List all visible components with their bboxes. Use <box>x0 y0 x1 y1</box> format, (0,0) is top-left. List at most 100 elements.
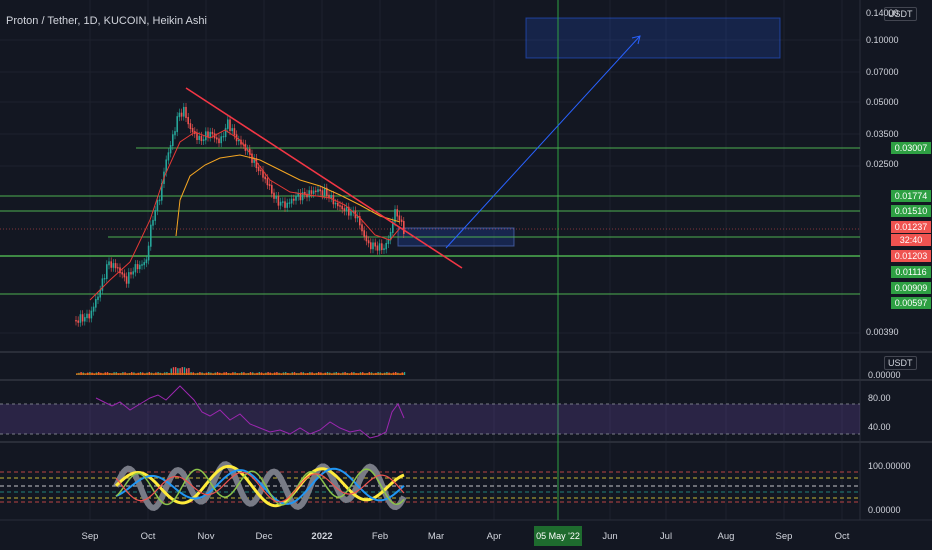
date-marker-label[interactable]: 05 May '22 <box>534 526 582 546</box>
price-tag: 0.01510 <box>891 205 931 217</box>
candle-body <box>297 192 299 197</box>
rsi-band <box>0 404 860 434</box>
trend-line[interactable] <box>185 87 463 269</box>
candle-body <box>101 278 104 291</box>
candle-body <box>200 135 203 142</box>
candle-body <box>143 262 145 266</box>
target-zone[interactable] <box>525 17 781 59</box>
candle-body <box>260 170 262 172</box>
candle-body <box>191 127 194 133</box>
candle-body <box>334 202 337 205</box>
currency-badge[interactable]: USDT <box>884 7 917 21</box>
price-tag: 0.00909 <box>891 282 931 294</box>
candle-body <box>403 221 405 234</box>
candle-body <box>90 310 93 319</box>
candle-body <box>216 137 218 140</box>
time-axis-label: Dec <box>255 531 273 542</box>
volume-bar <box>186 368 188 375</box>
candle-body <box>130 272 132 275</box>
candle-body <box>301 191 304 201</box>
grid <box>0 0 860 520</box>
candle-body <box>86 313 88 319</box>
candle-body <box>202 139 205 142</box>
rsi-level-40: 40.00 <box>868 422 891 432</box>
candle-body <box>198 135 200 141</box>
candle-body <box>169 145 172 154</box>
candle-body <box>218 138 220 144</box>
candle-body <box>345 206 348 212</box>
volume-currency-badge[interactable]: USDT <box>884 356 917 370</box>
candle-body <box>400 219 403 223</box>
candle-body <box>323 187 326 196</box>
projection-arrow[interactable] <box>445 35 641 249</box>
candle-body <box>103 277 106 280</box>
candle-body <box>172 134 174 147</box>
candle-body <box>317 189 319 193</box>
volume-bar <box>188 368 190 375</box>
ma-fast <box>89 129 401 301</box>
candle-body <box>277 196 280 206</box>
candle-body <box>81 314 84 322</box>
candle-body <box>299 192 302 201</box>
candle-body <box>110 261 112 268</box>
candle-body <box>249 148 251 155</box>
candle-body <box>295 195 297 201</box>
candle-body <box>343 208 346 212</box>
candle-body <box>165 159 167 173</box>
candle-body <box>312 190 315 194</box>
price-tag: 0.01774 <box>891 190 931 202</box>
candle-body <box>319 189 321 192</box>
candle-body <box>372 242 374 250</box>
candle-body <box>227 119 229 129</box>
candle-body <box>185 106 187 119</box>
candle-body <box>315 190 317 193</box>
candle-body <box>209 131 211 138</box>
candle-body <box>231 128 233 132</box>
candle-body <box>284 201 286 208</box>
time-axis-label: Aug <box>717 531 735 542</box>
time-axis-label: 2022 <box>311 531 333 542</box>
candle-body <box>264 176 266 180</box>
time-axis-label: Sep <box>775 531 793 542</box>
candle-body <box>222 136 225 138</box>
price-axis-label: 0.03500 <box>866 129 899 139</box>
candle-body <box>224 127 227 138</box>
candle-body <box>92 306 95 312</box>
candle-body <box>321 190 324 196</box>
oscillator-line <box>115 471 405 503</box>
candle-body <box>220 136 222 144</box>
time-axis-label: Apr <box>486 531 502 542</box>
candle-body <box>95 299 97 308</box>
volume-axis-label: 0.00000 <box>868 370 901 380</box>
candle-body <box>398 215 401 221</box>
horizontal-levels[interactable] <box>0 147 860 295</box>
candle-body <box>376 245 379 251</box>
candle-body <box>121 272 123 275</box>
oscillator-line <box>114 464 405 508</box>
candle-body <box>178 112 181 118</box>
candle-body <box>381 243 383 251</box>
candle-body <box>176 116 178 133</box>
osc-level-100: 100.00000 <box>868 461 911 471</box>
candle-body <box>229 119 231 132</box>
candle-body <box>286 202 288 208</box>
time-axis-label: Jun <box>602 531 618 542</box>
price-tag: 0.01237 <box>891 221 931 233</box>
candle-body <box>365 235 368 242</box>
candle-body <box>238 139 240 142</box>
candle-body <box>392 221 394 233</box>
candle-body <box>394 209 396 223</box>
oscillator-lines <box>113 461 407 512</box>
candle-body <box>161 182 163 201</box>
candle-body <box>123 273 126 278</box>
time-axis-label: Mar <box>427 531 445 542</box>
candle-body <box>79 314 82 323</box>
candle-body <box>196 132 198 141</box>
candle-body <box>132 271 134 275</box>
candle-body <box>117 267 119 269</box>
candle-body <box>348 206 350 216</box>
candle-body <box>187 117 189 125</box>
candle-body <box>125 276 128 284</box>
